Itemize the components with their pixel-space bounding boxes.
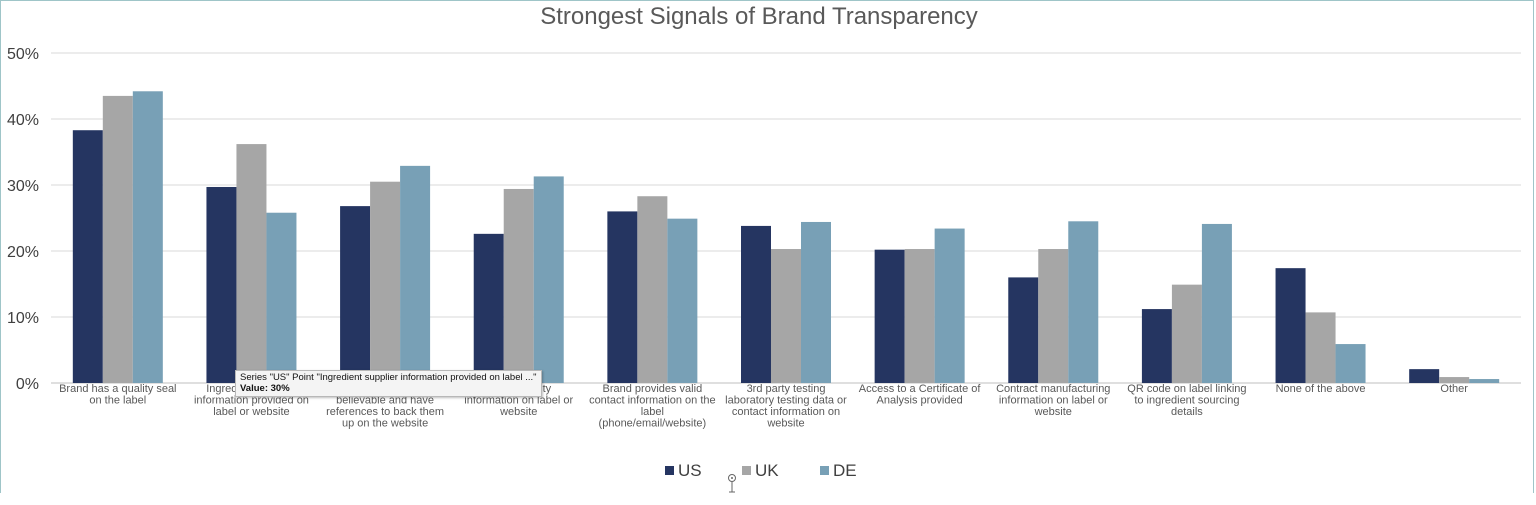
bar-de[interactable] <box>1201 223 1232 383</box>
category-label: Contract manufacturing information on lab… <box>996 383 1110 418</box>
bar-de[interactable] <box>266 212 297 383</box>
bar-uk[interactable] <box>236 144 267 383</box>
y-tick-label: 40% <box>7 112 39 129</box>
bar-de[interactable] <box>533 176 564 383</box>
y-tick-label: 0% <box>16 376 39 393</box>
bar-us[interactable] <box>473 233 504 383</box>
data-point-tooltip: Series "US" Point "Ingredient supplier i… <box>235 370 542 397</box>
tooltip-value: Value: 30% <box>240 383 290 394</box>
category-label: Other <box>1440 383 1468 395</box>
y-tick-label: 20% <box>7 244 39 261</box>
bar-uk[interactable] <box>904 249 935 383</box>
bar-us[interactable] <box>1275 268 1306 383</box>
category-label: 3rd party testing laboratory testing data… <box>725 383 847 430</box>
bar-us[interactable] <box>72 130 103 383</box>
category-label: None of the above <box>1276 383 1366 395</box>
legend-item-uk[interactable]: UK <box>742 461 779 480</box>
legend-item-de[interactable]: DE <box>820 461 857 480</box>
text-cursor-icon <box>728 474 736 493</box>
bar-de[interactable] <box>667 218 698 383</box>
legend-label: UK <box>755 461 779 480</box>
bar-de[interactable] <box>1469 379 1500 383</box>
category-label: Brand provides valid contact information … <box>589 383 716 430</box>
y-tick-label: 10% <box>7 310 39 327</box>
chart-title: Strongest Signals of Brand Transparency <box>540 3 978 30</box>
chart-area[interactable]: Strongest Signals of Brand Transparency … <box>0 0 1534 493</box>
legend-label: US <box>678 461 702 480</box>
bar-uk[interactable] <box>1171 284 1202 383</box>
bar-de[interactable] <box>132 91 163 383</box>
bar-us[interactable] <box>206 186 237 383</box>
y-tick-label: 30% <box>7 178 39 195</box>
bar-us[interactable] <box>607 211 638 383</box>
bar-us[interactable] <box>1141 309 1172 383</box>
bar-de[interactable] <box>1335 344 1366 383</box>
bar-de[interactable] <box>400 165 431 383</box>
bar-de[interactable] <box>934 228 965 383</box>
bar-uk[interactable] <box>1038 249 1069 383</box>
bar-chart: Strongest Signals of Brand Transparency … <box>7 3 1521 480</box>
category-label: Access to a Certificate of Analysis provi… <box>859 383 982 407</box>
bar-us[interactable] <box>1409 369 1440 383</box>
bar-us[interactable] <box>741 225 771 383</box>
legend-label: DE <box>833 461 857 480</box>
bar-us[interactable] <box>1008 277 1039 383</box>
bar-uk[interactable] <box>102 95 133 384</box>
bar-de[interactable] <box>801 221 831 383</box>
y-tick-label: 50% <box>7 46 39 63</box>
bar-uk[interactable] <box>503 188 534 383</box>
legend-swatch <box>820 466 829 475</box>
tooltip-series-point: Series "US" Point "Ingredient supplier i… <box>240 372 537 383</box>
legend-item-us[interactable]: US <box>665 461 702 480</box>
bar-uk[interactable] <box>1439 377 1470 383</box>
bar-us[interactable] <box>874 249 905 383</box>
bar-uk[interactable] <box>637 196 668 383</box>
bar-de[interactable] <box>1068 221 1099 383</box>
bar-us[interactable] <box>340 206 371 383</box>
y-axis-tick-labels: 0% 10% 20% 30% 40% 50% <box>7 46 39 393</box>
legend-swatch <box>665 466 674 475</box>
bar-uk[interactable] <box>370 181 401 383</box>
category-label: Brand has a quality seal on the label <box>59 383 176 407</box>
category-label: QR code on label linking to ingredient so… <box>1127 383 1246 418</box>
legend[interactable]: US UK DE <box>665 461 857 480</box>
legend-swatch <box>742 466 751 475</box>
bar-uk[interactable] <box>771 249 801 383</box>
bar-uk[interactable] <box>1305 312 1336 383</box>
bars[interactable] <box>72 91 1500 384</box>
